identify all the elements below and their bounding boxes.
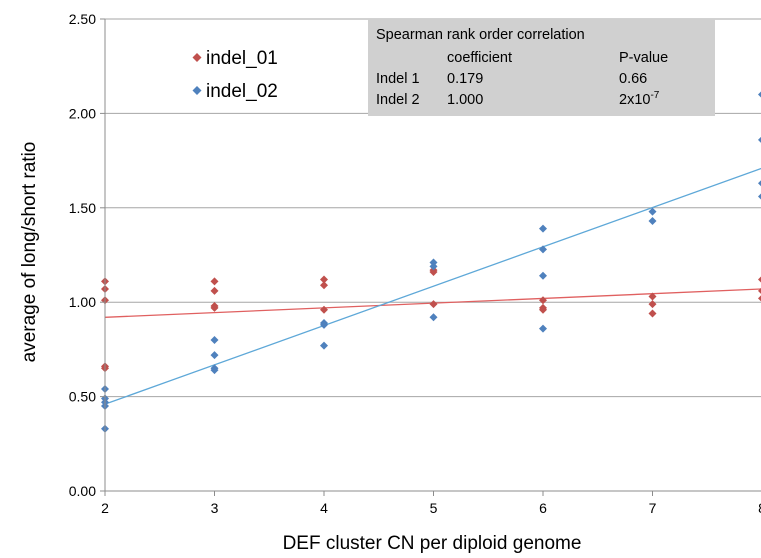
annotation-pvalue-base: 0.66 bbox=[619, 71, 647, 87]
x-tick-label: 6 bbox=[539, 500, 547, 516]
point-indel-02 bbox=[210, 351, 219, 360]
y-tick-label: 1.50 bbox=[69, 200, 96, 216]
point-indel-02 bbox=[648, 217, 657, 226]
point-indel-01 bbox=[210, 277, 219, 286]
annotation-row-label: Indel 2 bbox=[376, 92, 420, 108]
point-indel-02 bbox=[539, 324, 547, 333]
x-axis-title: DEF cluster CN per diploid genome bbox=[283, 533, 582, 554]
point-indel-01 bbox=[539, 296, 547, 305]
annotation-row-pvalue: 2x10-7 bbox=[619, 90, 660, 108]
x-tick-label: 8 bbox=[758, 500, 761, 516]
x-tick-label: 3 bbox=[211, 500, 219, 516]
point-indel-01 bbox=[758, 276, 761, 283]
y-tick-label: 2.00 bbox=[69, 105, 96, 121]
point-indel-02 bbox=[539, 245, 547, 254]
point-indel-01 bbox=[320, 305, 328, 314]
y-axis-title: average of long/short ratio bbox=[19, 142, 40, 363]
point-indel-02 bbox=[758, 180, 761, 187]
point-indel-02 bbox=[320, 320, 328, 329]
annotation-background bbox=[368, 19, 715, 116]
y-tick-label: 2.50 bbox=[69, 11, 96, 27]
x-tick-label: 2 bbox=[101, 500, 109, 516]
point-indel-02 bbox=[210, 366, 219, 375]
x-tick-label: 5 bbox=[430, 500, 438, 516]
point-indel-02 bbox=[648, 207, 657, 216]
annotation-row-pvalue: 0.66 bbox=[619, 71, 647, 87]
y-tick-label: 1.00 bbox=[69, 294, 96, 310]
legend: indel_01 indel_02 bbox=[192, 48, 278, 102]
point-indel-01 bbox=[758, 287, 761, 294]
point-indel-01 bbox=[648, 292, 657, 301]
x-tick-label: 4 bbox=[320, 500, 328, 516]
y-tick-label: 0.00 bbox=[69, 483, 96, 499]
point-indel-01 bbox=[210, 303, 219, 312]
point-indel-01 bbox=[648, 309, 657, 318]
point-indel-02 bbox=[539, 271, 547, 280]
point-indel-02 bbox=[758, 91, 761, 98]
point-indel-01 bbox=[758, 295, 761, 302]
annotation-pvalue-exponent: -7 bbox=[650, 90, 659, 101]
legend-label-indel-01: indel_01 bbox=[206, 48, 278, 69]
trendline-indel-02 bbox=[104, 167, 761, 405]
legend-label-indel-02: indel_02 bbox=[206, 81, 278, 102]
point-indel-01 bbox=[539, 305, 547, 314]
point-indel-02 bbox=[758, 136, 761, 143]
legend-marker-indel-02 bbox=[192, 86, 202, 95]
x-tick-label: 7 bbox=[649, 500, 657, 516]
point-indel-02 bbox=[539, 224, 547, 233]
annotation-col-pvalue: P-value bbox=[619, 50, 668, 66]
annotation-row-coefficient: 0.179 bbox=[447, 71, 483, 87]
data-points bbox=[101, 91, 761, 433]
point-indel-01 bbox=[648, 300, 657, 309]
trendlines bbox=[104, 167, 761, 405]
annotation-title: Spearman rank order correlation bbox=[376, 27, 585, 43]
annotation-row-label: Indel 1 bbox=[376, 71, 420, 87]
point-indel-01 bbox=[320, 275, 328, 284]
point-indel-01 bbox=[320, 281, 328, 290]
tick-labels: 0.00 0.50 1.00 1.50 2.00 2.50 2 3 4 5 6 7 8 bbox=[69, 11, 761, 516]
y-tick-label: 0.50 bbox=[69, 389, 96, 405]
point-indel-01 bbox=[429, 300, 438, 309]
legend-marker-indel-01 bbox=[192, 53, 202, 62]
annotation-col-coefficient: coefficient bbox=[447, 50, 512, 66]
spearman-annotation: Spearman rank order correlation coeffici… bbox=[368, 19, 715, 116]
point-indel-02 bbox=[758, 193, 761, 200]
point-indel-02 bbox=[320, 341, 328, 350]
point-indel-01 bbox=[429, 267, 438, 276]
annotation-row-coefficient: 1.000 bbox=[447, 92, 483, 108]
point-indel-02 bbox=[429, 262, 438, 271]
axes bbox=[100, 18, 761, 496]
point-indel-02 bbox=[429, 313, 438, 322]
annotation-pvalue-base: 2x10 bbox=[619, 92, 650, 108]
point-indel-02 bbox=[210, 335, 219, 344]
point-indel-01 bbox=[210, 286, 219, 295]
